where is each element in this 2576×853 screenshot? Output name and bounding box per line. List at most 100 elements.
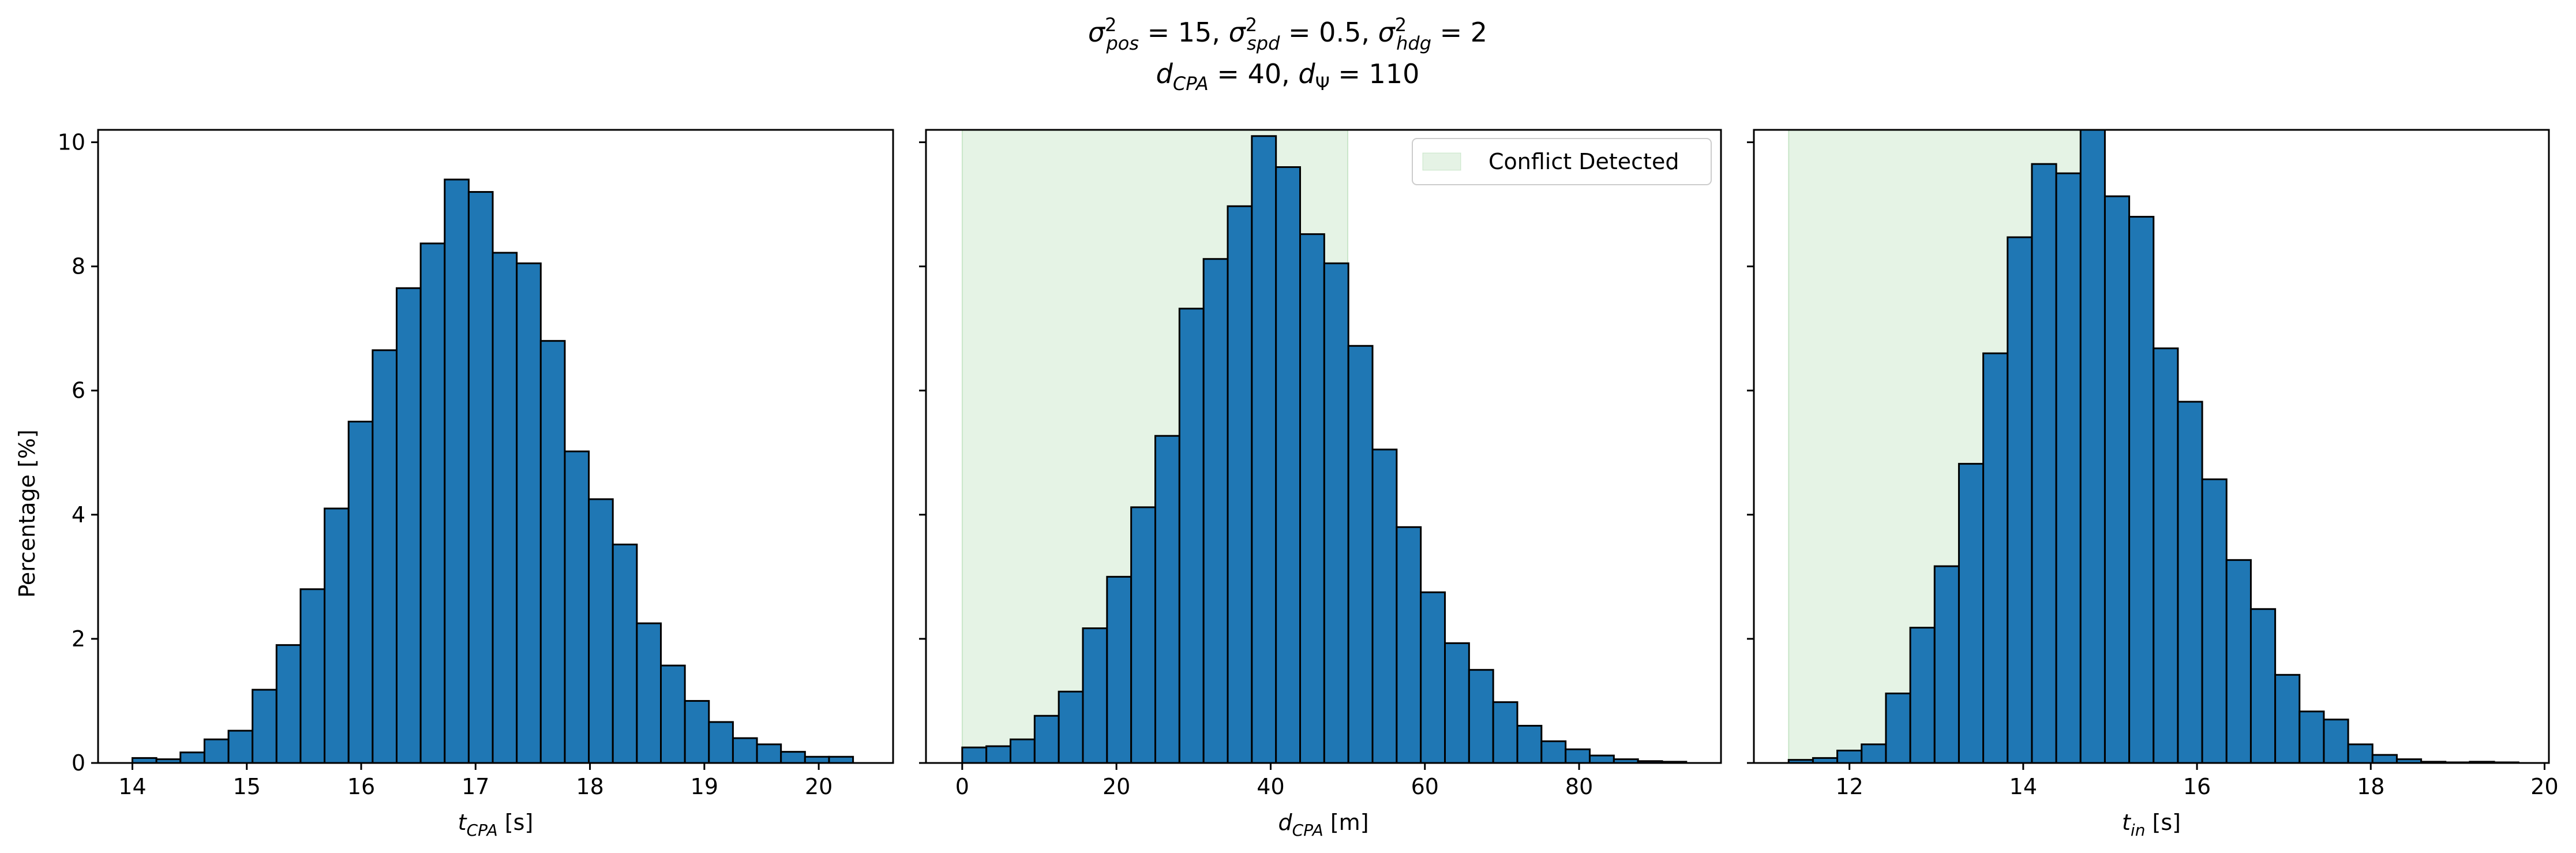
histogram-bar [1371,448,1398,764]
histogram-bar [1540,740,1567,764]
histogram-bar [1178,308,1205,764]
histogram-bar [2177,401,2203,764]
y-tick-label: 2 [72,626,85,652]
histogram-bar [2128,216,2155,764]
histogram-bar [1396,526,1422,764]
histogram-bar [985,745,1011,764]
histogram-bar [588,498,614,764]
histogram-bar [708,721,734,764]
histogram-bar [2347,743,2373,764]
y-tick-label: 0 [72,750,85,776]
histogram-bar [227,729,254,764]
histogram-bar [2323,719,2349,764]
x-tick-label: 19 [691,774,718,799]
histogram-bar [1909,627,1936,764]
histogram-bar [961,746,988,764]
histogram-bar [1420,591,1446,764]
histogram-bar [1033,714,1060,764]
histogram-bar [444,178,470,764]
plot-frame [97,129,894,764]
histogram-bar [828,755,854,764]
y-axis-label: Percentage [%] [14,429,40,598]
histogram-bar [804,755,830,764]
x-tick-label: 80 [1565,774,1593,799]
histogram-bar [2079,129,2106,764]
histogram-bar [324,507,350,764]
histogram-bar [1082,627,1108,764]
y-tick-label: 8 [72,254,85,279]
histogram-bar [516,262,542,764]
histogram-bar [299,588,326,764]
histogram-bar [539,340,566,764]
histogram-bar [732,737,758,764]
x-tick-label: 18 [576,774,603,799]
histogram-bar [179,751,205,764]
histogram-bar [1516,724,1543,764]
legend: Conflict Detected [1412,138,1712,185]
x-tick-label: 16 [347,774,375,799]
histogram-bar [492,252,518,764]
x-axis-label: tin [s] [2122,810,2181,840]
x-tick-label: 20 [805,774,833,799]
histogram-bar [1299,233,1325,764]
x-tick-label: 15 [233,774,261,799]
histogram-bar [2153,347,2179,764]
x-tick-label: 14 [118,774,146,799]
figure-title-line2: dCPA = 40, dΨ = 110 [1156,58,1420,95]
histogram-bar [419,242,446,764]
histogram-bar [1251,135,1277,764]
histogram-bar [636,622,662,764]
histogram-bar [1058,690,1084,764]
histogram-bar [2225,559,2252,764]
histogram-bar [2103,195,2131,764]
histogram-bar [2201,478,2228,764]
histogram-bar [1861,743,1887,764]
histogram-bar [1468,669,1494,764]
histogram-bar [612,543,638,764]
x-axis-label: tCPA [s] [458,810,534,840]
histogram-bar [1933,565,1960,764]
histogram-bar [2371,754,2398,764]
histogram-bar [372,349,398,764]
histogram-bar [2031,163,2057,764]
histogram-bar [660,664,686,764]
histogram-bar [1958,463,1985,764]
histogram-bar [2274,674,2301,764]
histogram-bar [1130,506,1156,764]
plot-frame [925,129,1722,764]
y-tick-label: 4 [72,502,85,527]
histogram-bar [1323,262,1349,764]
histogram-bar [1275,166,1302,764]
panel-tcpa: 14 15 16 17 18 19 20 0 2 4 6 8 10 tCPA [s] [58,129,894,840]
x-tick-label: 40 [1257,774,1284,799]
histogram-bar [275,644,302,764]
x-axis-label: dCPA [m] [1278,810,1368,840]
histogram-bar [1154,435,1180,764]
legend-box [1412,138,1712,185]
histogram-bar [780,751,806,764]
x-tick-label: 0 [955,774,969,799]
histogram-bar [2298,710,2325,764]
histogram-bar [1885,693,1911,764]
plot-frame [1753,129,2550,764]
histogram-bar [564,450,590,764]
panel-dcpa: 0 20 40 60 80 Conflict Detected dCPA [m] [919,129,1722,840]
histogram-bar [756,743,782,764]
histogram-bar [1444,642,1470,764]
x-tick-label: 20 [2530,774,2558,799]
y-tick-label: 6 [72,378,85,403]
histogram-bar [1202,258,1229,764]
histogram-bar [1836,749,1863,764]
histogram-bar [1589,754,1615,764]
histogram-bar [467,191,494,764]
x-tick-label: 18 [2357,774,2384,799]
histogram-bar [252,689,278,764]
histogram-bar [1982,352,2009,764]
histogram-bar [1227,205,1253,764]
histogram-bar [1009,738,1036,764]
histogram-bar [1565,748,1591,764]
figure-title-line1: σ2 pos = 15, σ2 spd = 0.5, σ2 hdg = 2 [1088,14,1487,54]
x-tick-label: 16 [2183,774,2211,799]
histogram-bar [1492,701,1518,764]
x-tick-label: 20 [1103,774,1130,799]
